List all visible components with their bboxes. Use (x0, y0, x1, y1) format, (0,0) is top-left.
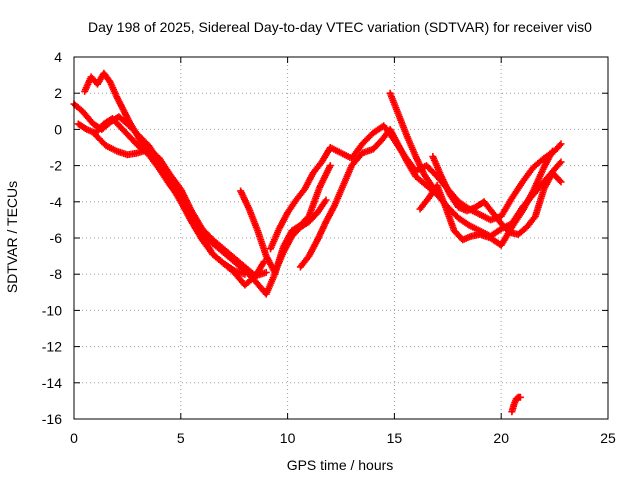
y-axis-title: SDTVAR / TECUs (4, 181, 20, 293)
data-point (516, 393, 524, 401)
axes: 0 5 10 15 20 25 -16 -14 -12 -10 -8 -6 -4 -2 0 2 4 (42, 49, 616, 446)
y-tick-label: 4 (54, 49, 62, 65)
data-point (326, 162, 334, 170)
y-tick-label: -12 (42, 339, 62, 355)
data-point (548, 147, 556, 155)
data-point (556, 159, 564, 167)
data-point (556, 177, 564, 185)
y-tick-label: -16 (42, 411, 62, 427)
x-tick-label: 0 (70, 430, 78, 446)
series-track-5 (237, 187, 330, 276)
y-tick-label: -6 (50, 230, 63, 246)
data-point (556, 141, 564, 149)
y-tick-label: -8 (50, 266, 63, 282)
data-point (262, 268, 270, 276)
chart-title: Day 198 of 2025, Sidereal Day-to-day VTE… (88, 19, 592, 35)
x-axis-title: GPS time / hours (287, 457, 394, 473)
y-tick-label: 0 (54, 121, 62, 137)
series-track-9 (416, 147, 556, 249)
x-tick-label: 5 (177, 430, 185, 446)
y-tick-label: -4 (50, 194, 63, 210)
data-point (322, 196, 330, 204)
series-track-10 (429, 153, 565, 238)
x-tick-label: 15 (387, 430, 403, 446)
x-tick-label: 25 (600, 430, 616, 446)
y-tick-label: -14 (42, 375, 62, 391)
x-tick-label: 20 (493, 430, 509, 446)
y-tick-label: -2 (50, 158, 63, 174)
series-track-11 (508, 393, 524, 416)
data-point (557, 158, 565, 166)
plot-data (70, 69, 565, 416)
data-point (557, 178, 565, 186)
x-tick-label: 10 (280, 430, 296, 446)
series-track-4 (91, 131, 270, 280)
data-point (557, 140, 565, 148)
y-tick-label: 2 (54, 85, 62, 101)
series-track-7 (296, 125, 565, 271)
y-tick-label: -10 (42, 302, 62, 318)
data-point (241, 270, 249, 278)
